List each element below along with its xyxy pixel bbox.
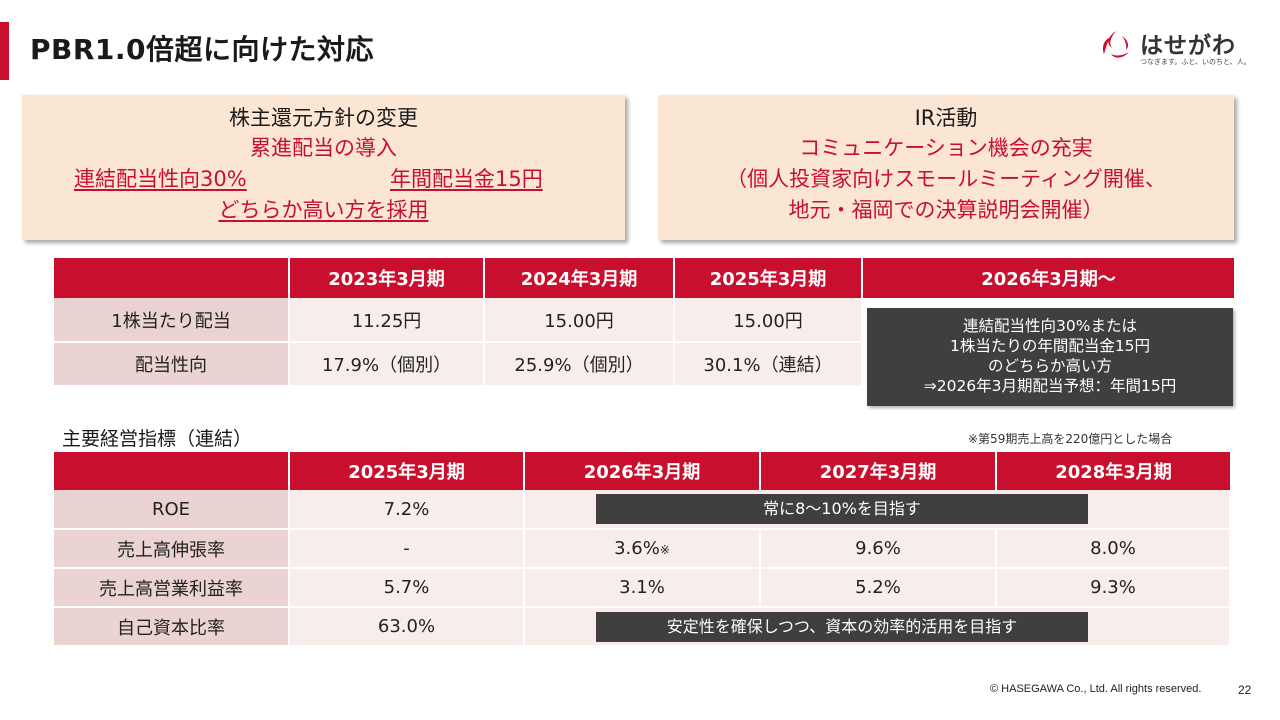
- table-row: 売上高営業利益率 5.7% 3.1% 5.2% 9.3%: [54, 568, 1231, 608]
- dividend-table: 2023年3月期 2024年3月期 2025年3月期 2026年3月期～ 1株当…: [54, 258, 1234, 387]
- ir-line-meetings: （個人投資家向けスモールミーティング開催、: [726, 167, 1166, 191]
- sales-growth-cell: -: [289, 529, 525, 569]
- page-title: PBR1.0倍超に向けた対応: [30, 33, 375, 66]
- company-logo: はせがわ つなぎます。ふと、いのちと、人。: [1098, 24, 1258, 72]
- dividend-header-2025: 2025年3月期: [674, 258, 863, 298]
- equity-ratio-label: 自己資本比率: [54, 607, 290, 647]
- ir-activities-box: IR活動 コミュニケーション機会の充実 （個人投資家向けスモールミーティング開催…: [658, 95, 1234, 240]
- logo-mark-icon: [1100, 30, 1132, 62]
- payout-cell: 30.1%（連結）: [674, 342, 863, 387]
- dividend-header-2024: 2024年3月期: [484, 258, 675, 298]
- op-margin-cell: 3.1%: [524, 568, 761, 608]
- page-number: 22: [1238, 683, 1252, 697]
- op-margin-label: 売上高営業利益率: [54, 568, 290, 608]
- policy-note-line: ⇒2026年3月期配当予想：年間15円: [923, 377, 1177, 395]
- equity-ratio-cell: 63.0%: [289, 607, 525, 647]
- payout-cell: 17.9%（個別）: [289, 342, 485, 387]
- annual-dividend-criterion: 年間配当金15円: [390, 167, 543, 191]
- dividend-header-2023: 2023年3月期: [289, 258, 485, 298]
- roe-target-banner: 常に8～10%を目指す: [596, 494, 1088, 524]
- logo-name: はせがわ: [1140, 33, 1236, 59]
- title-accent-bar: [0, 22, 9, 80]
- dividend-cell: 11.25円: [289, 298, 485, 343]
- sales-growth-cell: 8.0%: [996, 529, 1231, 569]
- roe-cell: 7.2%: [289, 490, 525, 530]
- kpi-footnote: ※第59期売上高を220億円とした場合: [968, 432, 1173, 446]
- kpi-header-blank: [54, 452, 290, 490]
- dividend-policy-note: 連結配当性向30%または 1株当たりの年間配当金15円 のどちらか高い方 ⇒20…: [867, 308, 1233, 406]
- op-margin-cell: 9.3%: [996, 568, 1231, 608]
- shareholder-line-progressive: 累進配当の導入: [250, 136, 397, 160]
- dividend-header-blank: [54, 258, 290, 298]
- kpi-header-2025: 2025年3月期: [289, 452, 525, 490]
- sales-growth-label: 売上高伸張率: [54, 529, 290, 569]
- payout-cell: 25.9%（個別）: [484, 342, 675, 387]
- dividend-header-2026: 2026年3月期～: [862, 258, 1234, 298]
- ir-line-briefings: 地元・福岡での決算説明会開催）: [788, 198, 1104, 222]
- footnote-mark: ※: [659, 543, 670, 557]
- dividend-header-row: 2023年3月期 2024年3月期 2025年3月期 2026年3月期～: [54, 258, 1234, 298]
- kpi-header-2026: 2026年3月期: [524, 452, 761, 490]
- kpi-section-label: 主要経営指標（連結）: [62, 428, 253, 450]
- shareholder-line-higher: どちらか高い方を採用: [218, 198, 429, 222]
- shareholder-return-box: 株主還元方針の変更 累進配当の導入 連結配当性向30% 年間配当金15円 どちら…: [22, 95, 625, 240]
- dividend-cell: 15.00円: [484, 298, 675, 343]
- dividend-row-label: 1株当たり配当: [54, 298, 290, 343]
- ir-box-title: IR活動: [914, 106, 978, 130]
- kpi-header-row: 2025年3月期 2026年3月期 2027年3月期 2028年3月期: [54, 452, 1230, 490]
- dividend-cell: 15.00円: [674, 298, 863, 343]
- equity-target-banner: 安定性を確保しつつ、資本の効率的活用を目指す: [596, 612, 1088, 642]
- shareholder-box-title: 株主還元方針の変更: [229, 106, 418, 130]
- payout-ratio-criterion: 連結配当性向30%: [74, 167, 247, 191]
- roe-label: ROE: [54, 490, 290, 530]
- op-margin-cell: 5.2%: [760, 568, 997, 608]
- sales-growth-cell: 3.6%※: [524, 529, 761, 569]
- copyright: © HASEGAWA Co., Ltd. All rights reserved…: [990, 683, 1202, 695]
- policy-note-line: 連結配当性向30%または: [963, 317, 1137, 335]
- kpi-header-2027: 2027年3月期: [760, 452, 997, 490]
- kpi-header-2028: 2028年3月期: [996, 452, 1230, 490]
- payout-row-label: 配当性向: [54, 342, 290, 387]
- policy-note-line: のどちらか高い方: [987, 357, 1112, 375]
- policy-note-line: 1株当たりの年間配当金15円: [949, 337, 1151, 355]
- op-margin-cell: 5.7%: [289, 568, 525, 608]
- sales-growth-cell: 9.6%: [760, 529, 997, 569]
- logo-tagline: つなぎます。ふと、いのちと、人。: [1140, 58, 1251, 66]
- sales-growth-value: 3.6%: [614, 538, 660, 559]
- shareholder-line-criteria: 連結配当性向30% 年間配当金15円: [22, 164, 625, 195]
- table-row: 売上高伸張率 - 3.6%※ 9.6% 8.0%: [54, 529, 1231, 569]
- ir-line-communication: コミュニケーション機会の充実: [799, 136, 1093, 160]
